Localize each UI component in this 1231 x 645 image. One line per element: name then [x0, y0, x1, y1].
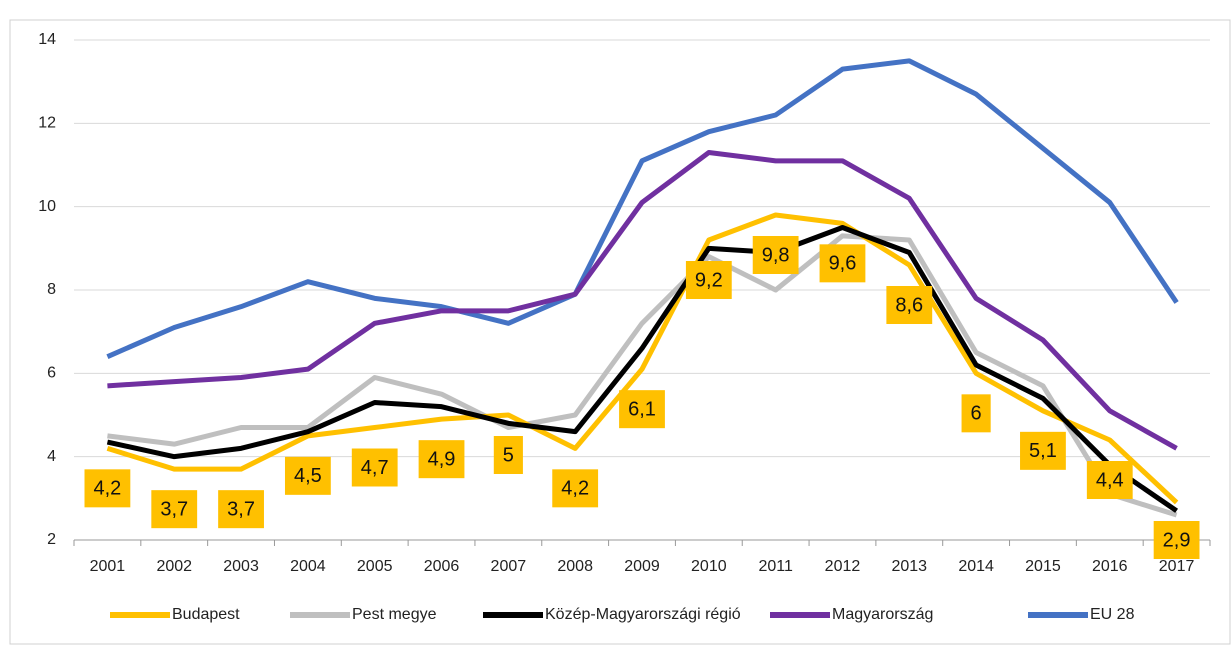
x-tick-label: 2009	[624, 558, 660, 575]
y-tick-label: 12	[38, 115, 56, 132]
data-label-text: 6	[971, 403, 982, 425]
x-tick-label: 2007	[491, 558, 527, 575]
data-label-text: 4,9	[428, 448, 456, 470]
data-label-box	[752, 236, 799, 274]
data-label-box	[284, 456, 331, 495]
data-label: 6	[961, 394, 991, 433]
chart-frame	[9, 19, 1231, 645]
y-tick-label: 2	[47, 531, 56, 548]
series-line	[107, 150, 1178, 451]
x-tick-label: 2005	[357, 558, 393, 575]
data-label: 3,7	[218, 490, 264, 529]
data-label-box	[1020, 431, 1066, 470]
data-label-box	[619, 390, 665, 429]
x-tick-label: 2016	[1092, 558, 1128, 575]
data-label: 4,7	[351, 448, 398, 487]
data-label-text: 9,2	[695, 269, 723, 291]
x-tick-label: 2004	[290, 558, 326, 575]
data-label: 5,1	[1020, 431, 1066, 470]
y-tick-label: 10	[38, 198, 56, 215]
data-label: 4,9	[418, 440, 465, 479]
x-tick-label: 2012	[825, 558, 861, 575]
data-label-box	[685, 261, 732, 299]
data-label-box	[1153, 521, 1200, 559]
data-label: 9,2	[685, 261, 732, 299]
x-tick-label: 2001	[90, 558, 126, 575]
x-tick-label: 2008	[557, 558, 593, 575]
data-label: 8,6	[886, 286, 933, 324]
data-label-text: 4,2	[94, 478, 122, 500]
data-label-text: 6,1	[628, 398, 656, 420]
series-line	[106, 212, 1179, 505]
x-tick-label: 2017	[1159, 558, 1195, 575]
legend-label: Közép-Magyarországi régió	[545, 606, 741, 623]
x-tick-label: 2010	[691, 558, 727, 575]
x-tick-label: 2006	[424, 558, 460, 575]
data-label: 9,6	[819, 244, 866, 283]
data-label-text: 4,7	[361, 457, 389, 479]
data-label: 6,1	[619, 390, 665, 429]
data-label-text: 9,6	[829, 253, 857, 275]
y-tick-label: 6	[47, 365, 56, 382]
x-tick-label: 2002	[156, 558, 192, 575]
data-label-box	[493, 436, 523, 474]
data-label-box	[351, 448, 398, 487]
x-tick-label: 2014	[958, 558, 994, 575]
data-label: 4,2	[552, 469, 599, 508]
data-label-text: 5	[503, 444, 514, 466]
data-label-text: 2,9	[1163, 529, 1191, 551]
data-label-text: 5,1	[1029, 440, 1057, 462]
legend-label: EU 28	[1090, 606, 1135, 623]
legend-label: Budapest	[172, 606, 240, 623]
data-label-text: 3,7	[160, 498, 188, 520]
data-label-text: 4,2	[561, 478, 589, 500]
data-label: 2,9	[1153, 521, 1200, 559]
data-label-box	[886, 286, 933, 324]
y-tick-label: 4	[47, 448, 56, 465]
legend-label: Magyarország	[832, 606, 933, 623]
data-label: 4,5	[284, 456, 331, 495]
data-label: 4,4	[1086, 461, 1133, 499]
data-label-box	[84, 469, 131, 508]
data-label-box	[151, 490, 198, 529]
series-line	[106, 58, 1179, 359]
data-label: 3,7	[151, 490, 198, 529]
series-line	[106, 225, 1179, 513]
data-label-box	[961, 394, 991, 433]
x-tick-label: 2015	[1025, 558, 1061, 575]
data-label: 5	[493, 436, 523, 474]
legend-label: Pest megye	[352, 606, 437, 623]
data-label-text: 4,5	[294, 465, 322, 487]
series-line	[107, 233, 1178, 518]
data-label-text: 3,7	[227, 498, 255, 520]
data-label-box	[552, 469, 599, 508]
x-tick-label: 2011	[758, 558, 793, 575]
data-label: 4,2	[84, 469, 131, 508]
data-label: 9,8	[752, 236, 799, 274]
y-tick-label: 8	[47, 281, 56, 298]
data-label-box	[1086, 461, 1133, 499]
data-label-box	[418, 440, 465, 479]
data-label-text: 4,4	[1096, 469, 1124, 491]
y-tick-label: 14	[38, 31, 56, 48]
data-label-box	[218, 490, 264, 529]
data-label-text: 9,8	[762, 244, 790, 266]
x-tick-label: 2013	[891, 558, 927, 575]
data-label-text: 8,6	[895, 294, 923, 316]
x-tick-label: 2003	[223, 558, 259, 575]
data-label-box	[819, 244, 866, 283]
